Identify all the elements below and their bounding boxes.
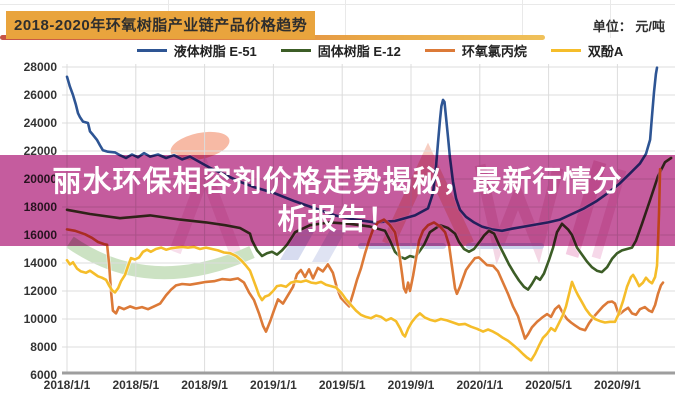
x-axis-tick-label: 2019/9/1	[387, 378, 435, 392]
legend-item: 固体树脂 E-12	[280, 41, 401, 60]
y-axis-tick-label: 8000	[30, 340, 57, 354]
header-grid-line	[522, 0, 523, 38]
y-axis-tick-label: 12000	[23, 284, 57, 298]
legend-item: 环氧氯丙烷	[424, 41, 527, 60]
x-axis-tick-label: 2020/1/1	[456, 378, 504, 392]
chart-legend: 液体树脂 E-51 固体树脂 E-12 环氧氯丙烷 双酚A	[100, 41, 660, 60]
x-axis-tick-label: 2018/5/1	[112, 378, 160, 392]
promo-banner-line1: 丽水环保相容剂价格走势揭秘，最新行情分	[52, 165, 623, 198]
legend-label: 液体树脂 E-51	[173, 44, 257, 59]
legend-label: 环氧氯丙烷	[461, 44, 527, 59]
legend-item: 双酚A	[550, 41, 624, 60]
y-axis-tick-label: 6000	[30, 368, 57, 382]
y-axis-tick-label: 24000	[23, 116, 57, 130]
y-axis-tick-label: 26000	[23, 88, 57, 102]
y-axis-tick-label: 14000	[23, 256, 57, 270]
x-axis-tick-label: 2018/1/1	[43, 378, 91, 392]
unit-label: 单位： 元/吨	[592, 19, 665, 34]
legend-item: 液体树脂 E-51	[136, 41, 257, 60]
watermark-shape	[170, 131, 230, 161]
legend-label: 固体树脂 E-12	[317, 44, 401, 59]
x-axis-tick-label: 2020/5/1	[525, 378, 572, 392]
promo-banner-line2: 析报告！	[277, 203, 398, 236]
y-axis-tick-label: 22000	[23, 144, 57, 158]
y-axis-tick-label: 28000	[23, 60, 57, 74]
series-line	[65, 218, 665, 340]
watermark-shape	[66, 236, 255, 280]
x-axis-tick-label: 2020/9/1	[594, 378, 641, 392]
header-grid-line	[345, 0, 346, 38]
x-axis-tick-label: 2018/9/1	[181, 378, 228, 392]
chart-title: 2018-2020年环氧树脂产业链产品价格趋势	[6, 11, 316, 39]
x-axis-tick-label: 2019/1/1	[250, 378, 297, 392]
promo-banner-text: 丽水环保相容剂价格走势揭秘，最新行情分 析报告！	[0, 155, 675, 246]
legend-line-swatch	[136, 48, 167, 53]
y-axis-tick-label: 10000	[23, 312, 57, 326]
x-axis-tick-label: 2019/5/1	[318, 378, 366, 392]
series-line	[65, 167, 662, 362]
x-axis-line	[62, 371, 675, 375]
legend-line-swatch	[550, 48, 581, 53]
header-grid-line	[0, 4, 675, 5]
header-grid-line	[610, 0, 611, 38]
legend-line-swatch	[280, 48, 311, 53]
legend-line-swatch	[424, 48, 455, 53]
legend-label: 双酚A	[587, 44, 624, 59]
promo-banner-overlay	[0, 155, 675, 246]
